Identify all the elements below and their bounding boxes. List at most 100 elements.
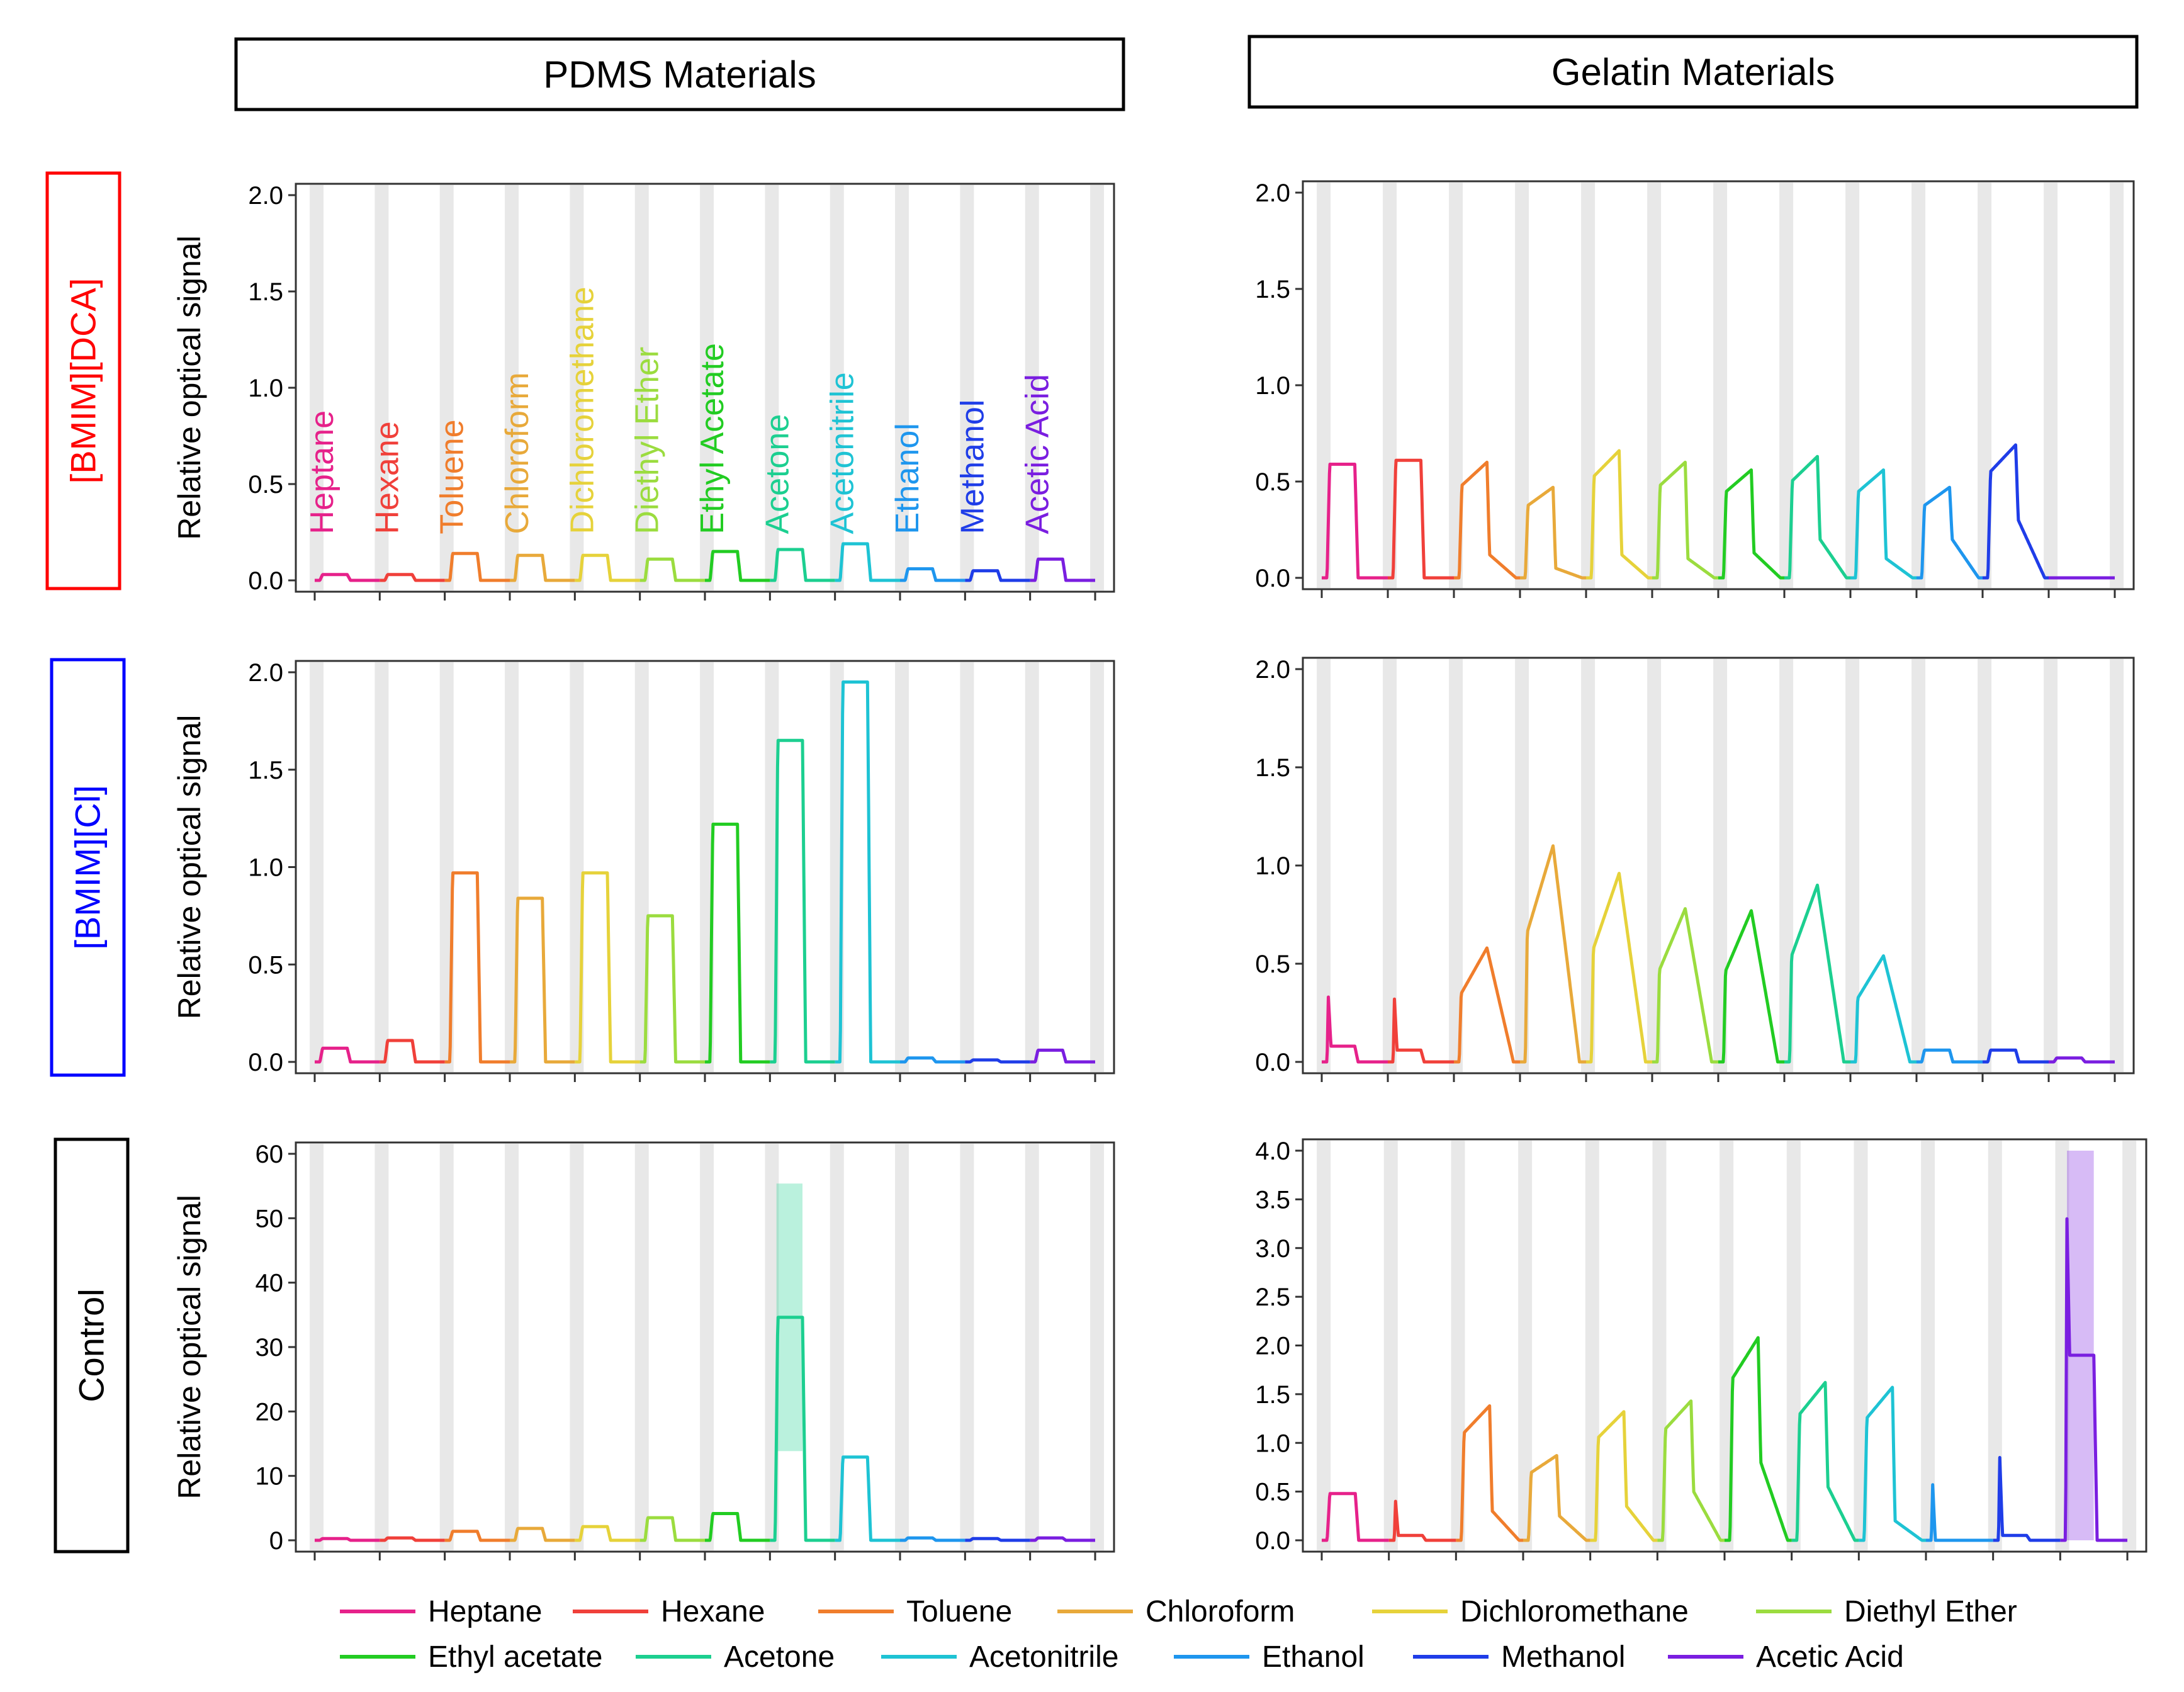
legend-item: Ethanol (1174, 1638, 1365, 1676)
series-line-toluene (1455, 1404, 1524, 1542)
exposure-band (1515, 183, 1529, 588)
series-line-toluene (444, 871, 511, 1064)
exposure-band (1713, 659, 1728, 1072)
solvent-annotation: Chloroform (499, 372, 536, 534)
exposure-band (895, 662, 909, 1072)
y-tick-label: 10 (256, 1463, 284, 1491)
series-line-acetone (1783, 454, 1852, 580)
exposure-band (570, 185, 584, 590)
y-tick-label: 0.5 (1255, 468, 1290, 496)
series-line-hexane (1387, 997, 1455, 1064)
row-label-box (53, 1137, 130, 1554)
exposure-band (1652, 1141, 1667, 1550)
series-line-toluene (444, 551, 511, 582)
series-line-acetic-acid (1029, 1536, 1096, 1542)
series-line-heptane (1320, 1492, 1390, 1542)
legend-item: Heptane (340, 1593, 542, 1630)
solvent-annotation: Ethyl Acetate (694, 343, 731, 534)
legend-swatch (1756, 1610, 1832, 1613)
legend-item: Methanol (1413, 1638, 1625, 1676)
y-tick-label: 0.5 (1255, 950, 1290, 978)
exposure-band (634, 185, 649, 590)
series-line-methanol (964, 1058, 1032, 1064)
y-axis-label: Relative optical signal (172, 1195, 207, 1499)
legend-label: Acetone (724, 1640, 835, 1674)
series-line-methanol (1992, 1456, 2061, 1542)
series-line-chloroform (509, 896, 576, 1064)
column-header-title: PDMS Materials (543, 54, 816, 96)
exposure-band (439, 185, 454, 590)
y-tick-label: 1.5 (1255, 1381, 1290, 1409)
series-line-diethyl-ether (1656, 1399, 1726, 1542)
exposure-band (505, 185, 519, 590)
solvent-annotation: Acetic Acid (1020, 374, 1056, 534)
series-line-diethyl-ether (1651, 907, 1720, 1064)
legend-swatch (636, 1655, 711, 1659)
exposure-band (1845, 183, 1860, 588)
exposure-band (830, 185, 844, 590)
y-tick-label: 60 (256, 1141, 284, 1168)
legend-swatch (1413, 1655, 1489, 1659)
legend-item: Acetic Acid (1668, 1638, 1904, 1676)
series-line-ethanol (899, 1536, 966, 1542)
y-tick-label: 1.0 (1255, 372, 1290, 400)
chart-panel-pdms-cl: 0.0 0.5 1.0 1.5 2.0 Relative optical signal (172, 659, 1115, 1082)
series-line-diethyl-ether (639, 557, 706, 582)
exposure-band (1383, 1141, 1398, 1550)
axis-frame (1302, 180, 2135, 590)
y-tick-label: 0.0 (1255, 565, 1290, 592)
series-line-diethyl-ether (639, 914, 706, 1064)
exposure-band (374, 662, 389, 1072)
exposure-band (310, 185, 324, 590)
series-line-ethyl-acetate (704, 1512, 771, 1542)
series-line-acetonitrile (1849, 468, 1918, 580)
series-line-ethanol (1915, 485, 1984, 580)
y-tick-label: 1.0 (1255, 852, 1290, 880)
chart-panel-gel-ctrl: 0.0 0.5 1.0 1.5 2.0 2.5 3.0 3.5 4.0 (1255, 1137, 2147, 1560)
exposure-band (2044, 183, 2058, 588)
exposure-band (1449, 183, 1463, 588)
legend-swatch (1057, 1610, 1133, 1613)
exposure-band (1317, 183, 1331, 588)
solvent-annotation: Heptane (304, 410, 341, 534)
solvent-annotation: Toluene (434, 419, 471, 534)
exposure-band (700, 1144, 714, 1550)
y-tick-label: 0.0 (1255, 1527, 1290, 1555)
series-line-ethanol (899, 1056, 966, 1064)
series-line-dichloromethane (573, 553, 641, 582)
exposure-band (1090, 185, 1105, 590)
solvent-annotation: Diethyl Ether (629, 347, 666, 534)
legend-item: Chloroform (1057, 1593, 1295, 1630)
y-tick-label: 0.0 (248, 1049, 283, 1076)
exposure-band (374, 185, 389, 590)
legend-item: Acetonitrile (881, 1638, 1118, 1676)
y-tick-label: 2.0 (1255, 1333, 1290, 1360)
y-tick-label: 4.0 (1255, 1137, 1290, 1165)
series-line-ethyl-acetate (704, 550, 771, 582)
solvent-annotation: Hexane (369, 421, 405, 534)
legend-swatch (1174, 1655, 1249, 1659)
legend-item: Dichloromethane (1372, 1593, 1689, 1630)
legend-item: Diethyl Ether (1756, 1593, 2017, 1630)
axis-frame (1302, 657, 2135, 1074)
legend-swatch (881, 1655, 957, 1659)
y-tick-label: 1.5 (1255, 754, 1290, 782)
exposure-band (570, 1144, 584, 1550)
series-line-ethanol (1915, 1048, 1984, 1064)
exposure-band (830, 1144, 844, 1550)
legend-swatch (340, 1610, 415, 1613)
exposure-band (2110, 659, 2124, 1072)
y-tick-label: 0.0 (1255, 1049, 1290, 1076)
exposure-band (1317, 1141, 1331, 1550)
exposure-band (1786, 1141, 1801, 1550)
exposure-band (895, 1144, 909, 1550)
series-line-acetic-acid (2059, 1217, 2129, 1542)
legend-label: Methanol (1501, 1640, 1626, 1674)
legend-label: Diethyl Ether (1844, 1594, 2017, 1628)
series-line-chloroform (1522, 1453, 1592, 1542)
series-line-acetone (768, 1316, 836, 1542)
series-line-acetone (1791, 1380, 1860, 1542)
legend-item: Acetone (636, 1638, 835, 1676)
series-line-acetic-acid (2047, 1056, 2116, 1064)
